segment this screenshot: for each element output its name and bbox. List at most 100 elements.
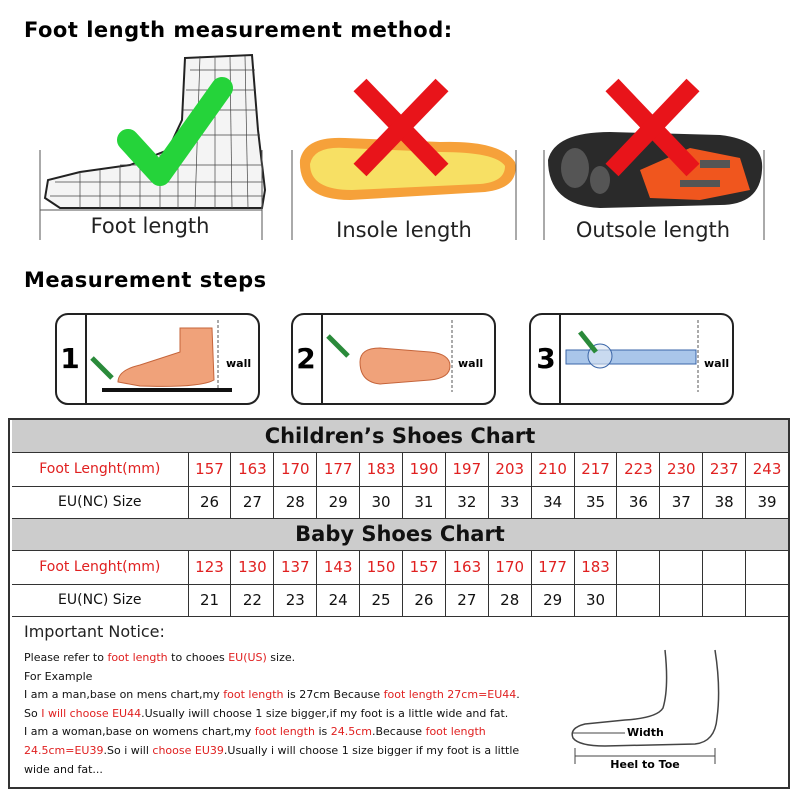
table-cell: 183 bbox=[359, 452, 402, 486]
notice-text: Please refer to bbox=[24, 651, 108, 664]
notice-text: foot length bbox=[254, 725, 315, 739]
step: 3 wall bbox=[529, 313, 734, 405]
table-cell: 217 bbox=[573, 452, 617, 486]
table-cell: 203 bbox=[487, 452, 531, 486]
table-cell: 23 bbox=[273, 584, 316, 616]
table-cell: 223 bbox=[616, 452, 659, 486]
notice-text: to chooes bbox=[167, 651, 229, 664]
steps: 1 wall 2 wall 3 wall bbox=[55, 313, 734, 405]
step: 1 wall bbox=[55, 313, 260, 405]
table-cell: 36 bbox=[616, 486, 659, 518]
table-cell bbox=[702, 584, 745, 616]
table-cell: 24 bbox=[316, 584, 359, 616]
table-cell: 150 bbox=[359, 550, 402, 584]
table-row: Foot Lenght(mm) 123 130 137 143 150 157 163 170 1… bbox=[12, 550, 788, 585]
table-cell: 29 bbox=[316, 486, 359, 518]
notice-text: For Example bbox=[24, 669, 93, 683]
table-cell: 237 bbox=[702, 452, 745, 486]
steps-title: Measurement steps bbox=[24, 268, 267, 292]
method-label: Insole length bbox=[336, 218, 472, 242]
table-cell: 163 bbox=[444, 550, 488, 584]
notice-text: is 27cm Because bbox=[283, 688, 384, 702]
table-cell: 177 bbox=[316, 452, 359, 486]
table-row: EU(NC) Size 21 22 23 24 25 26 27 28 29 30 bbox=[12, 584, 788, 617]
table-cell: 29 bbox=[530, 584, 574, 616]
table-cell: 190 bbox=[402, 452, 445, 486]
notice-text: choose EU39 bbox=[152, 743, 224, 757]
notice-line: So I will choose EU44.Usually iwill choo… bbox=[24, 705, 564, 724]
notice-text: foot length bbox=[223, 688, 284, 702]
notice-line: wide and fat... bbox=[24, 761, 564, 780]
table-cell: 137 bbox=[273, 550, 316, 584]
table-cell bbox=[659, 550, 702, 584]
foot-diagram: Width Heel to Toe bbox=[571, 649, 720, 768]
table-title: Children’s Shoes Chart bbox=[12, 420, 788, 453]
step: 2 wall bbox=[291, 313, 496, 405]
table-cell: 27 bbox=[444, 584, 488, 616]
table-cell: 123 bbox=[187, 550, 231, 584]
notice-line: 24.5cm=EU39.So i will choose EU39.Usuall… bbox=[24, 742, 564, 761]
insole-illustration bbox=[291, 78, 517, 240]
diagram-label: Heel to Toe bbox=[610, 758, 679, 768]
wall-label: wall bbox=[458, 357, 483, 370]
table-cell: 143 bbox=[316, 550, 359, 584]
method-label: Foot length bbox=[90, 214, 210, 238]
wall-label: wall bbox=[226, 357, 251, 370]
step-number: 2 bbox=[296, 342, 315, 375]
outsole-illustration bbox=[543, 78, 765, 240]
table-cell: 26 bbox=[187, 486, 231, 518]
table-row: Foot Lenght(mm) 157 163 170 177 183 190 197 203 2… bbox=[12, 452, 788, 487]
table-cell: 31 bbox=[402, 486, 445, 518]
table-cell bbox=[702, 550, 745, 584]
notice-text: I am a man,base on mens chart,my bbox=[24, 688, 224, 702]
table-cell: 130 bbox=[230, 550, 273, 584]
method-label: Outsole length bbox=[575, 218, 731, 242]
notice-text: So bbox=[24, 706, 42, 720]
notice-text: 24.5cm bbox=[330, 725, 372, 739]
table-cell: 22 bbox=[230, 584, 273, 616]
table-cell bbox=[616, 550, 659, 584]
notice-line: Please refer to foot length to chooes EU… bbox=[24, 649, 564, 668]
notice-line: I am a woman,base on womens chart,my foo… bbox=[24, 723, 564, 742]
notice-text: EU(US) bbox=[228, 651, 267, 664]
table-cell: 170 bbox=[273, 452, 316, 486]
table-cell: 30 bbox=[359, 486, 402, 518]
foot-illustration bbox=[39, 53, 267, 240]
notice-text: 24.5cm=EU39 bbox=[24, 743, 104, 757]
table-cell bbox=[659, 584, 702, 616]
notice-title: Important Notice: bbox=[24, 622, 165, 641]
diagram-label: Width bbox=[627, 726, 664, 739]
table-cell: 37 bbox=[659, 486, 702, 518]
table-cell: 39 bbox=[745, 486, 788, 518]
notice-body: Please refer to foot length to chooes EU… bbox=[24, 649, 564, 779]
table-cell: 32 bbox=[444, 486, 488, 518]
notice-text: .So i will bbox=[103, 743, 153, 757]
notice-text: is bbox=[314, 725, 331, 739]
table-cell: 183 bbox=[573, 550, 617, 584]
table-cell: 28 bbox=[487, 584, 531, 616]
notice-text: wide and fat... bbox=[24, 762, 103, 776]
row-label: EU(NC) Size bbox=[58, 494, 142, 510]
table-cell: 28 bbox=[273, 486, 316, 518]
table-cell: 25 bbox=[359, 584, 402, 616]
notice-text: foot length bbox=[107, 651, 168, 664]
table-cell: 38 bbox=[702, 486, 745, 518]
table-title: Baby Shoes Chart bbox=[12, 518, 788, 551]
table-cell: 197 bbox=[444, 452, 488, 486]
notice-line: I am a man,base on mens chart,my foot le… bbox=[24, 686, 564, 705]
notice-text: .Because bbox=[372, 725, 426, 739]
table-cell: 210 bbox=[530, 452, 574, 486]
table-cell bbox=[745, 550, 788, 584]
table-cell: 30 bbox=[573, 584, 617, 616]
title: Foot length measurement method: bbox=[24, 18, 453, 42]
table-cell: 163 bbox=[230, 452, 273, 486]
notice-text: I am a woman,base on womens chart,my bbox=[24, 725, 255, 739]
notice-text: I will choose EU44 bbox=[41, 706, 142, 720]
step-number: 1 bbox=[60, 342, 79, 375]
notice-text: foot length 27cm=EU44 bbox=[383, 688, 517, 702]
table-cell: 33 bbox=[487, 486, 531, 518]
notice-line: For Example bbox=[24, 668, 564, 687]
table-row: EU(NC) Size 26 27 28 29 30 31 32 33 34 35 36 37 38 39 bbox=[12, 486, 788, 519]
table-cell: 27 bbox=[230, 486, 273, 518]
